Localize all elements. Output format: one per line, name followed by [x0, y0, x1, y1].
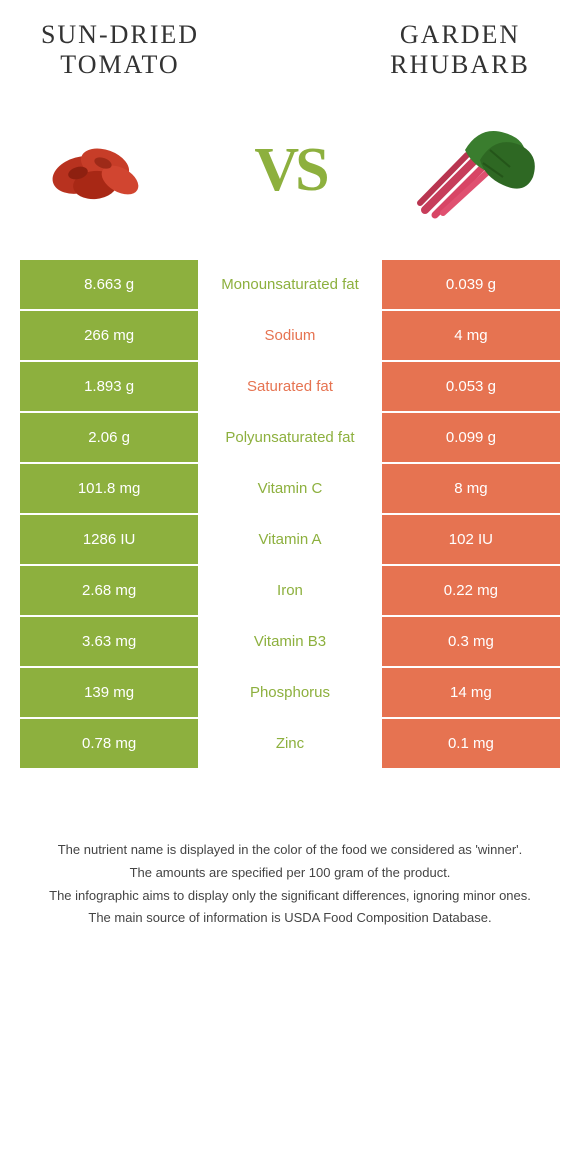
right-value: 4 mg: [382, 310, 560, 361]
nutrient-row: 1.893 gSaturated fat0.053 g: [20, 361, 560, 412]
sun-dried-tomato-icon: [30, 125, 170, 215]
right-food-title: GARDEN RHUBARB: [360, 20, 560, 80]
image-row: VS: [20, 110, 560, 230]
nutrient-label: Monounsaturated fat: [198, 260, 382, 310]
right-value: 0.039 g: [382, 260, 560, 310]
left-value: 8.663 g: [20, 260, 198, 310]
right-value: 8 mg: [382, 463, 560, 514]
nutrient-label: Zinc: [198, 718, 382, 769]
left-value: 266 mg: [20, 310, 198, 361]
nutrient-row: 1286 IUVitamin A102 IU: [20, 514, 560, 565]
nutrient-label: Polyunsaturated fat: [198, 412, 382, 463]
nutrient-label: Phosphorus: [198, 667, 382, 718]
nutrient-label: Saturated fat: [198, 361, 382, 412]
right-food-image: [400, 110, 560, 230]
right-value: 102 IU: [382, 514, 560, 565]
nutrient-table: 8.663 gMonounsaturated fat0.039 g266 mgS…: [20, 260, 560, 770]
left-value: 2.68 mg: [20, 565, 198, 616]
nutrient-label: Vitamin A: [198, 514, 382, 565]
nutrient-row: 101.8 mgVitamin C8 mg: [20, 463, 560, 514]
infographic-container: SUN-DRIED TOMATO GARDEN RHUBARB VS: [0, 0, 580, 951]
right-value: 0.053 g: [382, 361, 560, 412]
left-food-title: SUN-DRIED TOMATO: [20, 20, 220, 80]
footer-line: The main source of information is USDA F…: [20, 908, 560, 929]
nutrient-row: 8.663 gMonounsaturated fat0.039 g: [20, 260, 560, 310]
right-value: 0.3 mg: [382, 616, 560, 667]
rhubarb-icon: [405, 115, 555, 225]
left-value: 2.06 g: [20, 412, 198, 463]
nutrient-row: 3.63 mgVitamin B30.3 mg: [20, 616, 560, 667]
nutrient-row: 0.78 mgZinc0.1 mg: [20, 718, 560, 769]
nutrient-row: 2.68 mgIron0.22 mg: [20, 565, 560, 616]
left-value: 0.78 mg: [20, 718, 198, 769]
left-value: 101.8 mg: [20, 463, 198, 514]
footer-notes: The nutrient name is displayed in the co…: [20, 840, 560, 929]
left-value: 3.63 mg: [20, 616, 198, 667]
nutrient-row: 139 mgPhosphorus14 mg: [20, 667, 560, 718]
nutrient-label: Sodium: [198, 310, 382, 361]
right-value: 0.22 mg: [382, 565, 560, 616]
footer-line: The amounts are specified per 100 gram o…: [20, 863, 560, 884]
footer-line: The nutrient name is displayed in the co…: [20, 840, 560, 861]
left-value: 1.893 g: [20, 361, 198, 412]
right-value: 14 mg: [382, 667, 560, 718]
header-row: SUN-DRIED TOMATO GARDEN RHUBARB: [20, 20, 560, 80]
nutrient-row: 266 mgSodium4 mg: [20, 310, 560, 361]
left-value: 1286 IU: [20, 514, 198, 565]
nutrient-label: Vitamin C: [198, 463, 382, 514]
nutrient-label: Vitamin B3: [198, 616, 382, 667]
right-value: 0.099 g: [382, 412, 560, 463]
footer-line: The infographic aims to display only the…: [20, 886, 560, 907]
nutrient-row: 2.06 gPolyunsaturated fat0.099 g: [20, 412, 560, 463]
left-food-image: [20, 110, 180, 230]
left-value: 139 mg: [20, 667, 198, 718]
nutrient-label: Iron: [198, 565, 382, 616]
right-value: 0.1 mg: [382, 718, 560, 769]
vs-label: VS: [254, 135, 325, 206]
